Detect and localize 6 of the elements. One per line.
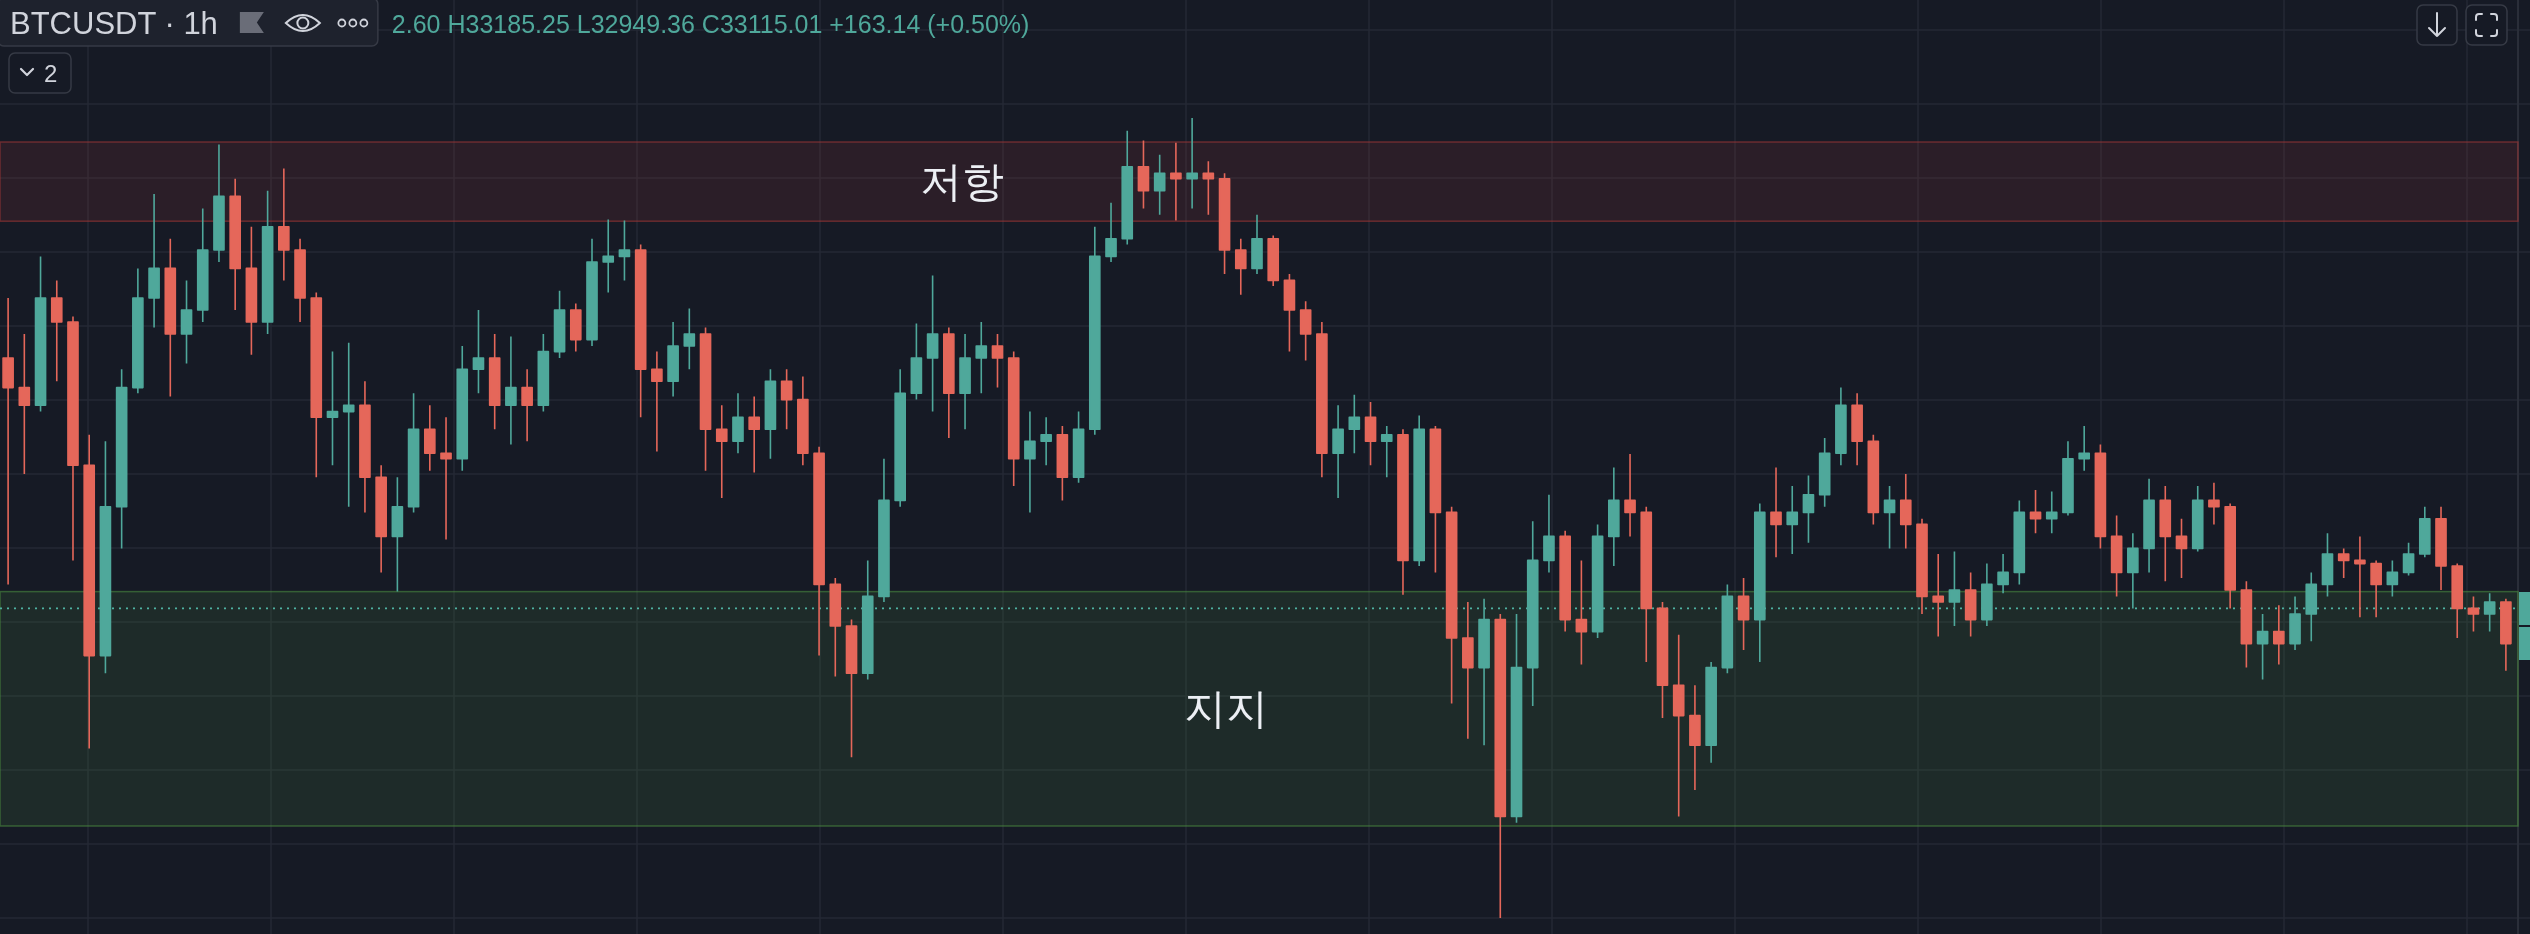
band-label: 지지 [1184, 685, 1269, 733]
title-box: BTCUSDT · 1h [0, 0, 379, 47]
indicator-button: 2 [8, 52, 72, 94]
text: 2.60 H33185.25 L32949.36 C33115.01 +163.14 (+0.50%) [391, 10, 1030, 38]
band-label: 저항 [919, 158, 1004, 206]
chart-title: BTCUSDT · 1h [10, 6, 218, 41]
